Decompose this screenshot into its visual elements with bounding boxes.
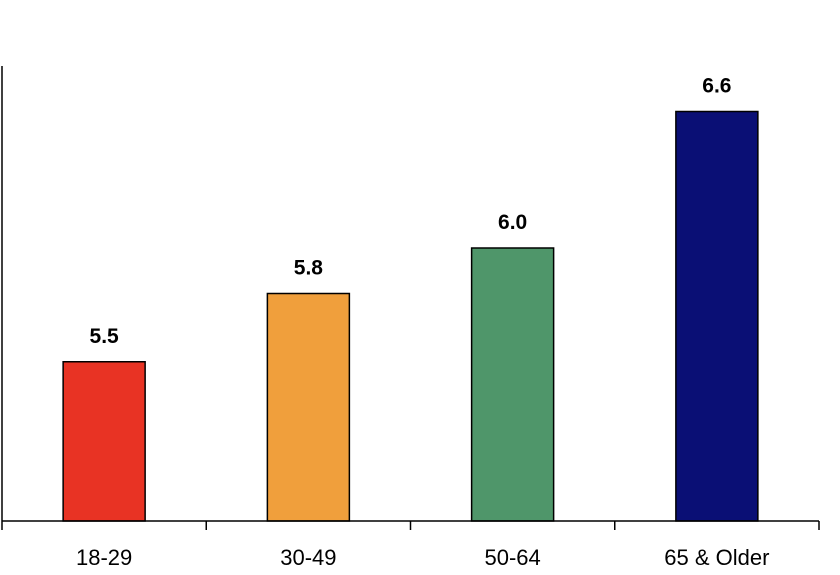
x-axis-ticks xyxy=(1,521,820,530)
data-label: 5.5 xyxy=(90,325,120,348)
x-tick-label: 50-64 xyxy=(484,545,540,570)
bars xyxy=(62,110,759,522)
data-labels: 5.5 5.8 6.0 6.6 xyxy=(90,75,732,348)
bar-30-49 xyxy=(266,292,351,522)
x-axis-tick-labels: 18-29 30-49 50-64 65 & Older xyxy=(76,545,769,570)
x-tick-label: 65 & Older xyxy=(664,545,769,570)
bar-65-older xyxy=(675,110,759,522)
data-label: 6.6 xyxy=(702,75,731,98)
data-label: 5.8 xyxy=(294,257,324,280)
bar-50-64 xyxy=(470,247,555,522)
bar-18-29 xyxy=(62,361,146,522)
x-tick-label: 30-49 xyxy=(280,545,336,570)
x-tick-label: 18-29 xyxy=(76,545,132,570)
data-label: 6.0 xyxy=(498,211,527,234)
